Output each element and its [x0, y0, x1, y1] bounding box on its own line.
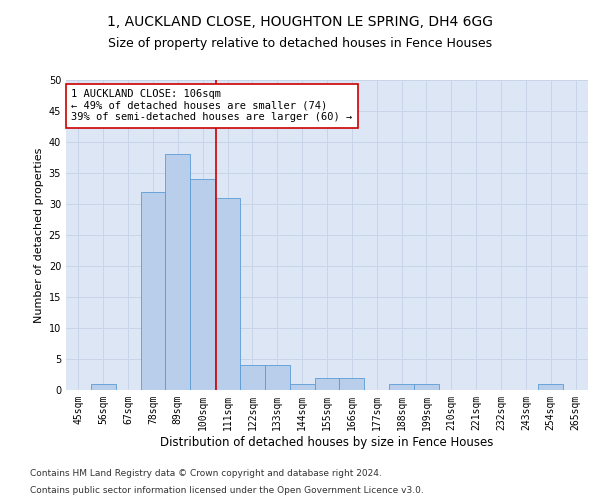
Text: Size of property relative to detached houses in Fence Houses: Size of property relative to detached ho…	[108, 38, 492, 51]
Bar	[265, 365, 290, 390]
Bar	[215, 198, 240, 390]
Bar	[166, 154, 190, 390]
Bar	[140, 192, 166, 390]
X-axis label: Distribution of detached houses by size in Fence Houses: Distribution of detached houses by size …	[160, 436, 494, 448]
Bar	[91, 384, 116, 390]
Text: 1, AUCKLAND CLOSE, HOUGHTON LE SPRING, DH4 6GG: 1, AUCKLAND CLOSE, HOUGHTON LE SPRING, D…	[107, 15, 493, 29]
Bar	[240, 365, 265, 390]
Bar	[314, 378, 340, 390]
Text: Contains HM Land Registry data © Crown copyright and database right 2024.: Contains HM Land Registry data © Crown c…	[30, 468, 382, 477]
Bar	[538, 384, 563, 390]
Text: Contains public sector information licensed under the Open Government Licence v3: Contains public sector information licen…	[30, 486, 424, 495]
Bar	[414, 384, 439, 390]
Bar	[190, 179, 215, 390]
Bar	[389, 384, 414, 390]
Y-axis label: Number of detached properties: Number of detached properties	[34, 148, 44, 322]
Bar	[290, 384, 314, 390]
Bar	[340, 378, 364, 390]
Text: 1 AUCKLAND CLOSE: 106sqm
← 49% of detached houses are smaller (74)
39% of semi-d: 1 AUCKLAND CLOSE: 106sqm ← 49% of detach…	[71, 90, 352, 122]
